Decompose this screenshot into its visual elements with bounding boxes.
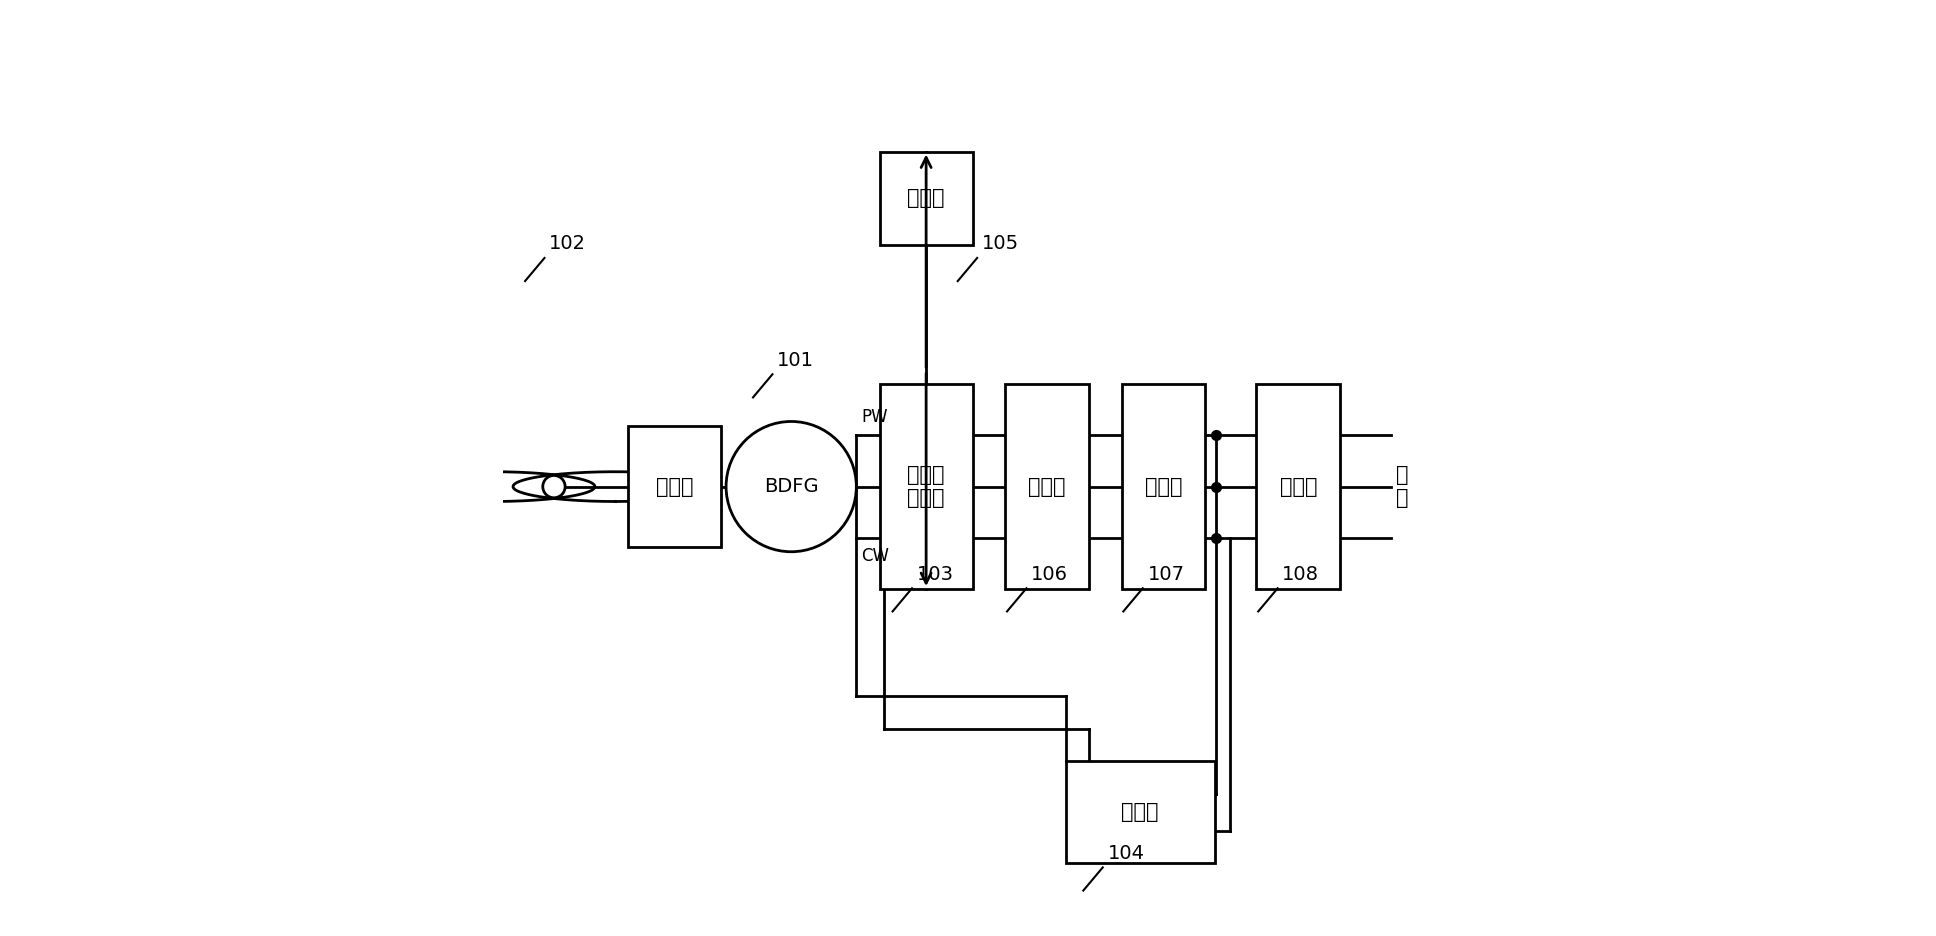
- Bar: [879, 152, 972, 244]
- Text: 104: 104: [1107, 843, 1144, 863]
- Text: 107: 107: [1148, 564, 1185, 584]
- Bar: [1065, 761, 1214, 863]
- Text: 电
网: 电 网: [1396, 465, 1409, 508]
- Text: 105: 105: [982, 234, 1018, 254]
- Bar: [1256, 385, 1340, 589]
- Text: 103: 103: [916, 564, 954, 584]
- Text: 108: 108: [1282, 564, 1318, 584]
- Bar: [879, 385, 972, 589]
- Text: 上位机: 上位机: [908, 188, 945, 208]
- Bar: [1121, 385, 1206, 589]
- Text: 101: 101: [776, 351, 815, 370]
- Text: 106: 106: [1032, 564, 1069, 584]
- Text: BDFG: BDFG: [765, 477, 819, 496]
- Circle shape: [726, 421, 856, 551]
- Text: 102: 102: [550, 234, 587, 254]
- Text: 滤波器: 滤波器: [1028, 476, 1067, 497]
- Text: 齿轮箱: 齿轮箱: [656, 476, 693, 497]
- Polygon shape: [513, 472, 718, 502]
- Text: PW: PW: [862, 408, 887, 426]
- Text: CW: CW: [862, 547, 889, 565]
- Text: 四象限
变流器: 四象限 变流器: [908, 465, 945, 508]
- Text: 熔断器: 熔断器: [1144, 476, 1183, 497]
- Bar: [1005, 385, 1088, 589]
- Text: 断路器: 断路器: [1280, 476, 1316, 497]
- Text: 接触器: 接触器: [1121, 802, 1160, 822]
- Circle shape: [542, 475, 565, 498]
- Polygon shape: [391, 472, 594, 502]
- Bar: [629, 426, 722, 547]
